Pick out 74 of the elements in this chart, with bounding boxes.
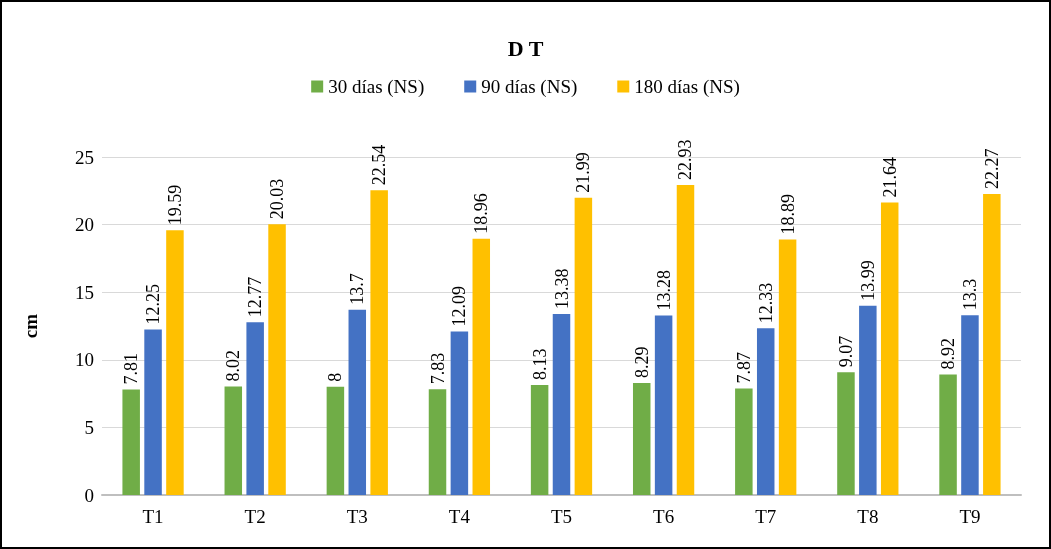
y-tick-label: 20 (75, 214, 94, 236)
data-label: 13.3 (959, 278, 980, 311)
bar (166, 230, 184, 495)
data-label: 8.13 (529, 348, 550, 381)
legend-label: 180 días (NS) (634, 76, 740, 98)
y-tick-label: 5 (84, 416, 94, 438)
bar (224, 386, 243, 495)
bar (574, 197, 593, 495)
data-label: 20.03 (267, 178, 288, 220)
bar (472, 238, 491, 495)
data-label: 18.89 (777, 194, 798, 235)
data-label: 8 (325, 372, 346, 382)
data-label: 13.28 (653, 269, 674, 311)
data-label: 13.38 (551, 268, 572, 310)
bar (552, 314, 571, 495)
data-label: 8.92 (938, 337, 959, 370)
bar (939, 374, 957, 495)
data-label: 9.07 (835, 335, 856, 368)
data-label: 13.7 (347, 273, 368, 305)
bar (428, 389, 447, 495)
data-label: 12.25 (143, 283, 164, 325)
x-tick-label: T6 (653, 506, 675, 527)
bar (632, 382, 651, 495)
data-label: 13.99 (857, 260, 878, 301)
legend-label: 90 días (NS) (481, 76, 578, 98)
bar (246, 322, 264, 495)
bar (778, 239, 797, 495)
data-label: 8.02 (223, 350, 244, 382)
data-label: 12.77 (245, 276, 266, 318)
y-tick-label: 25 (75, 146, 94, 168)
data-label: 7.81 (121, 352, 142, 385)
bar (122, 389, 140, 495)
bar (530, 385, 549, 495)
bar (880, 202, 899, 495)
bar (326, 386, 345, 495)
x-tick-label: T8 (857, 506, 879, 527)
bar (144, 329, 162, 495)
x-tick-label: T1 (142, 506, 164, 527)
data-label: 19.59 (164, 184, 185, 226)
data-label: 18.96 (471, 193, 492, 234)
bar (348, 309, 367, 495)
data-label: 21.64 (879, 156, 900, 198)
bar (859, 305, 877, 495)
data-label: 22.27 (981, 148, 1002, 189)
bar (268, 224, 286, 495)
x-tick-label: T3 (346, 506, 368, 527)
data-label: 7.83 (427, 352, 448, 385)
y-tick-label: 10 (75, 349, 94, 371)
data-label: 12.33 (755, 282, 776, 324)
x-tick-label: T2 (244, 506, 266, 527)
y-tick-label: 0 (84, 484, 94, 506)
bar (654, 315, 673, 495)
bar (756, 328, 775, 495)
bar (676, 184, 695, 495)
bar (983, 193, 1001, 495)
data-label: 22.93 (675, 139, 696, 180)
x-tick-label: T9 (959, 506, 981, 527)
legend-label: 30 días (NS) (328, 76, 425, 98)
chart-title: D T (507, 35, 544, 61)
x-tick-label: T5 (550, 506, 573, 527)
data-label: 21.99 (573, 152, 594, 193)
data-label: 8.29 (631, 346, 652, 378)
bar (837, 372, 855, 495)
y-axis-title: cm (20, 313, 41, 339)
bar (370, 190, 388, 495)
data-label: 12.09 (449, 286, 470, 327)
data-label: 7.87 (733, 352, 754, 384)
bar (961, 315, 979, 495)
bar (735, 388, 753, 495)
y-tick-label: 15 (75, 281, 94, 303)
x-tick-label: T7 (755, 506, 777, 527)
bar (450, 331, 469, 495)
data-label: 22.54 (369, 144, 390, 186)
x-tick-label: T4 (448, 506, 471, 527)
